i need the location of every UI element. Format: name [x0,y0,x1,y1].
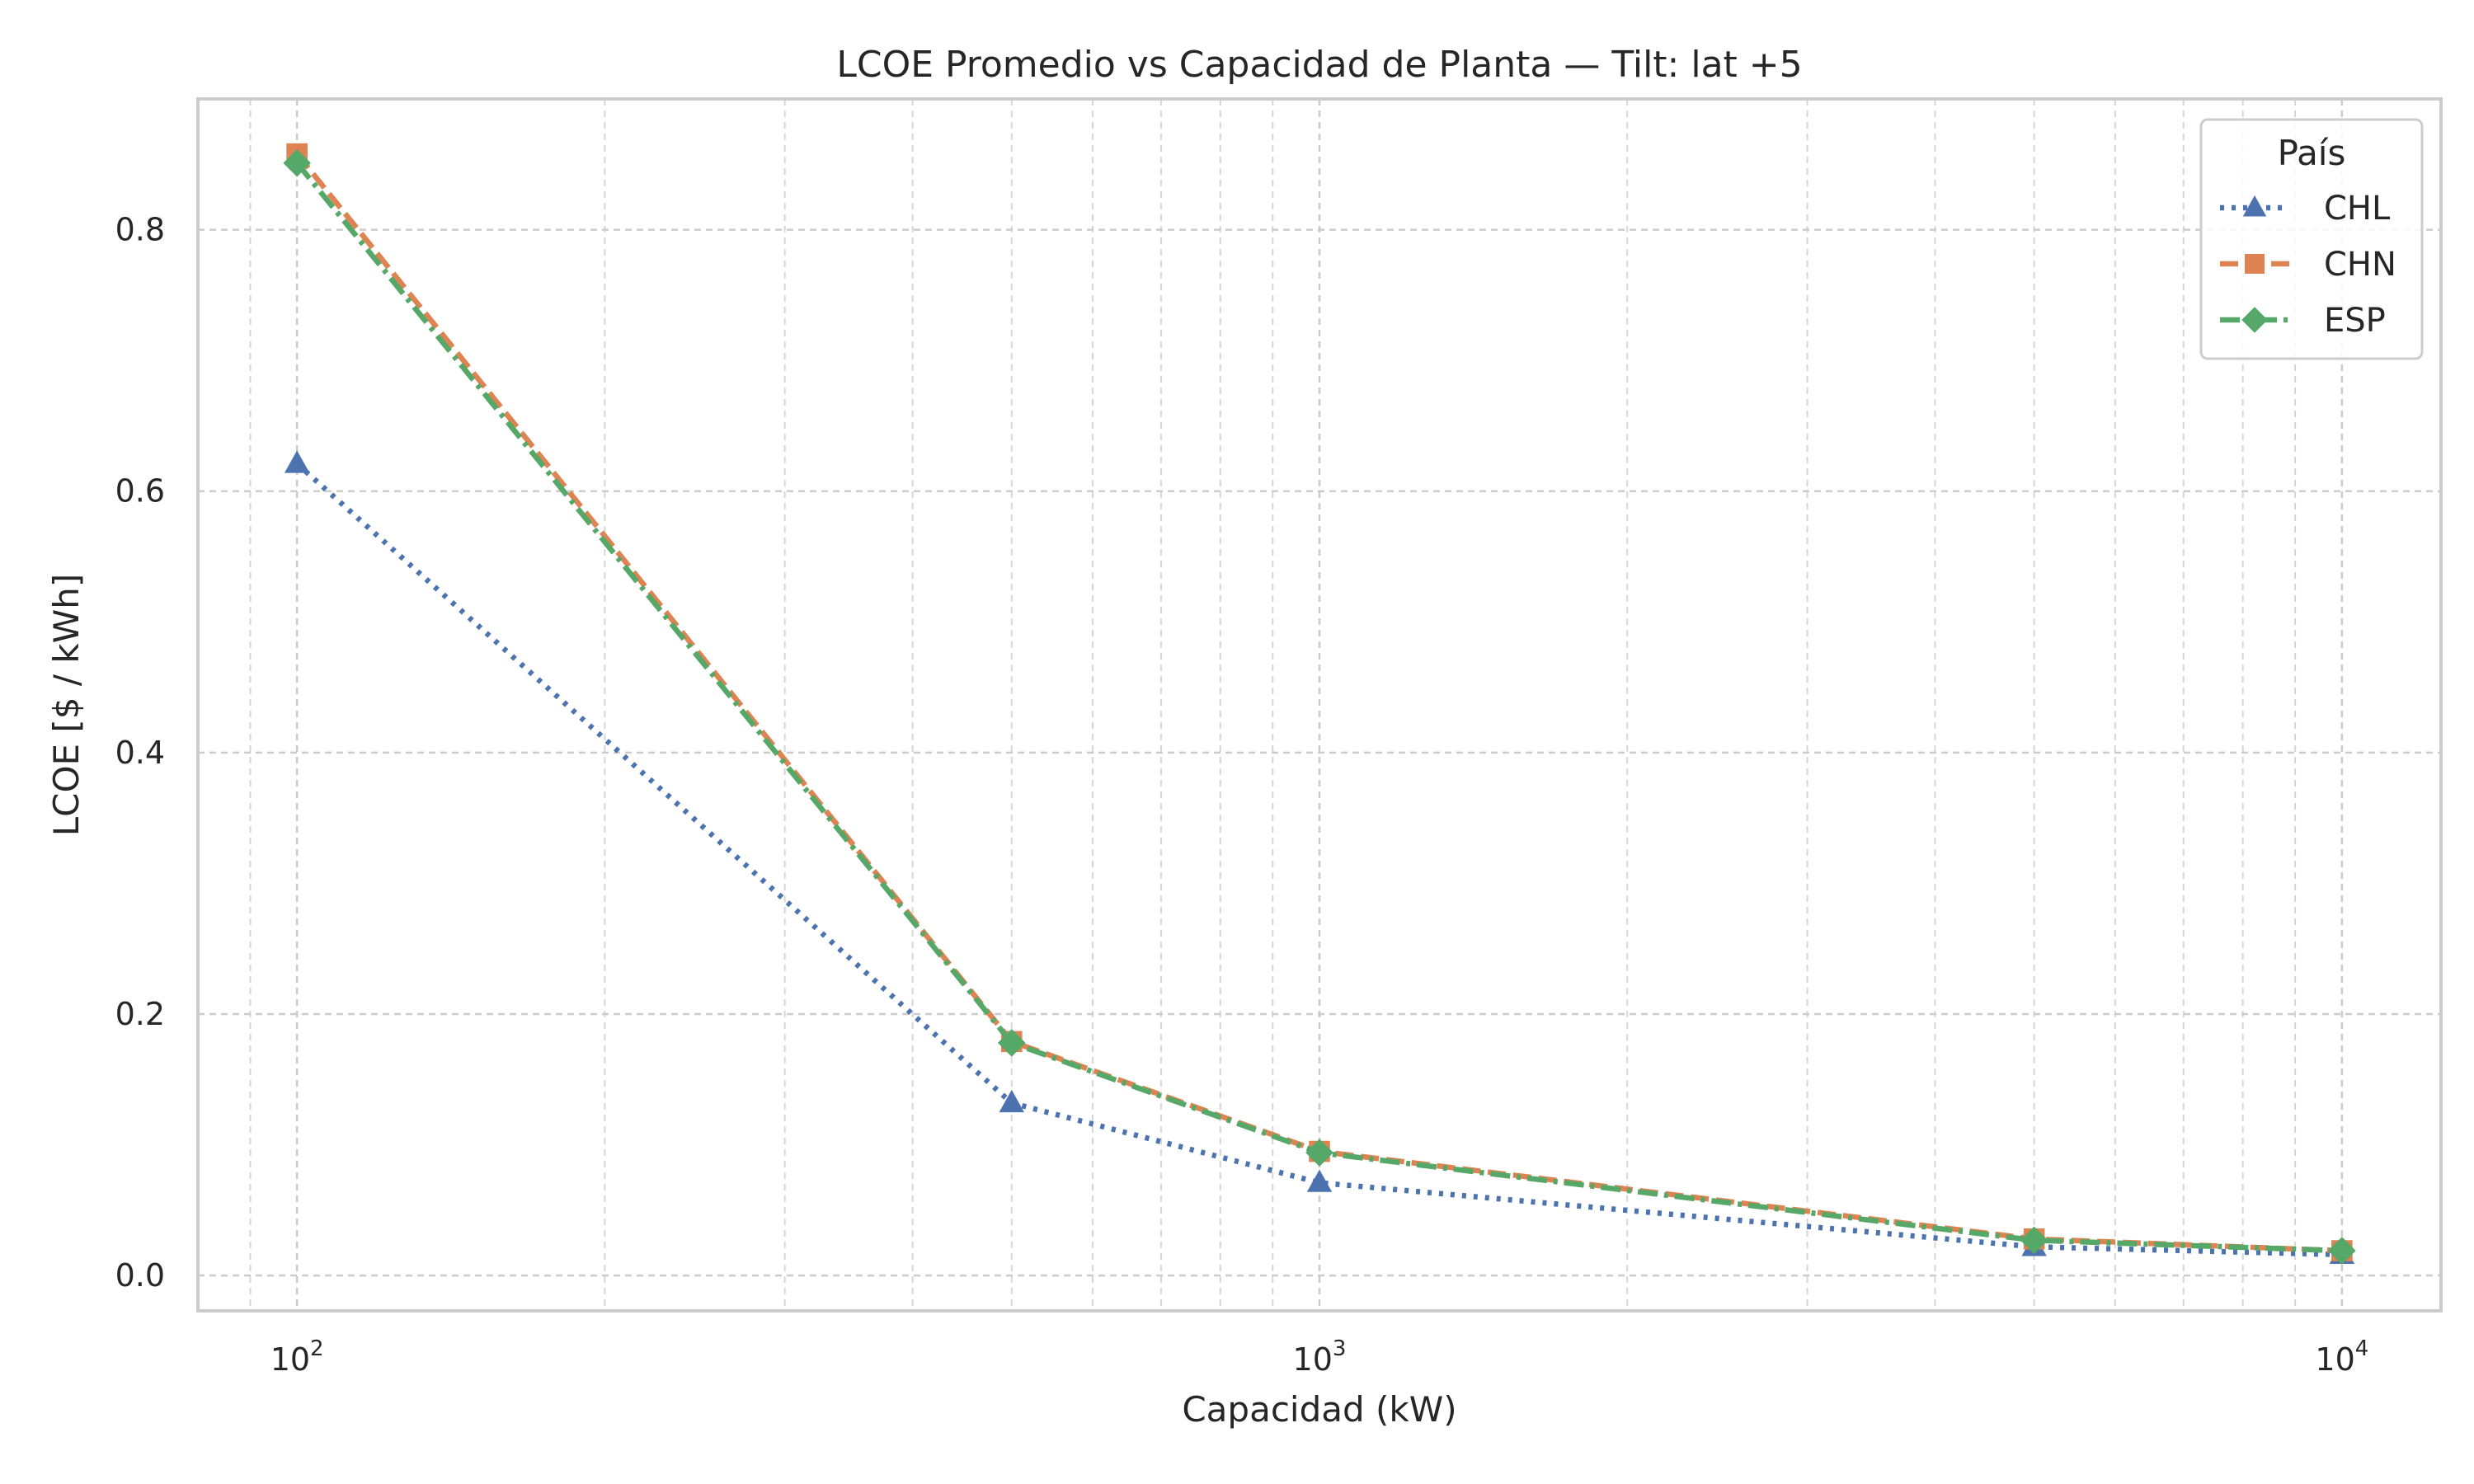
data-point [2328,1237,2356,1265]
y-axis-label: LCOE [$ / kWh] [46,574,87,837]
legend-box [2199,118,2424,360]
series-line [294,462,2342,1258]
triangle-marker [2242,195,2267,217]
series-esp [283,148,2356,1265]
y-tick-label: 0.2 [115,996,165,1032]
legend: País CHL CHN ESP [2199,118,2424,360]
legend-item-chl: CHL [2220,190,2391,228]
y-tick-label: 0.8 [115,212,165,248]
x-tick-label: 102 [270,1336,324,1378]
legend-title: País [2278,133,2346,173]
data-point [283,148,311,177]
legend-label: ESP [2324,302,2386,340]
x-tick-label: 103 [1293,1336,1347,1378]
legend-item-chn: CHN [2220,246,2396,284]
x-tick-label: 104 [2315,1336,2368,1378]
chart-title: LCOE Promedio vs Capacidad de Planta — T… [836,44,1802,86]
square-marker [2245,254,2265,274]
diamond-marker [2241,307,2268,333]
series-layer [283,143,2356,1265]
data-point [1305,1139,1333,1167]
x-tick-exponent: 4 [2355,1336,2369,1361]
series-line [294,161,2342,1254]
plot-frame [196,97,2443,1313]
legend-label: CHL [2324,190,2391,228]
data-point [997,1029,1026,1057]
data-point [2020,1226,2048,1255]
y-tick-label: 0.6 [115,473,165,510]
data-point [999,1089,1024,1113]
data-point [1306,1169,1333,1192]
legend-item-esp: ESP [2220,302,2386,340]
x-tick-exponent: 2 [310,1336,324,1361]
y-tick-label: 0.0 [115,1257,165,1294]
grid [198,99,2441,1311]
data-point [284,450,310,473]
x-tick-exponent: 3 [1333,1336,1347,1361]
x-axis-label: Capacidad (kW) [1182,1389,1456,1430]
y-tick-label: 0.4 [115,735,165,771]
tick-labels: 102 103 104 0.0 0.2 0.4 0.6 0.8 [115,212,2369,1378]
legend-label: CHN [2324,246,2396,284]
